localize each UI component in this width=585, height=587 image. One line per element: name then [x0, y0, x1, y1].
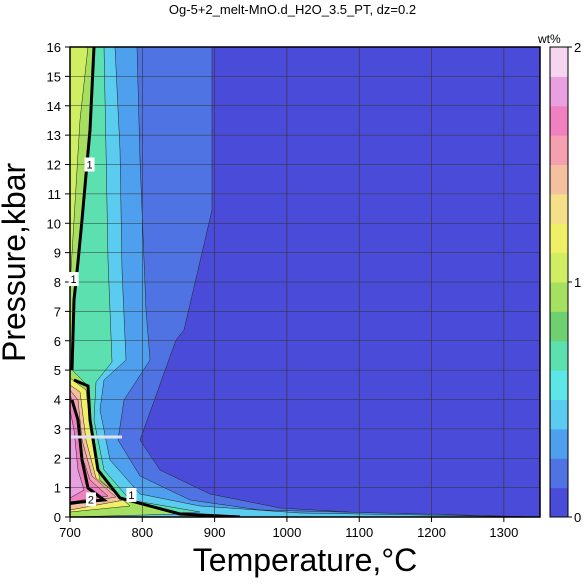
colorbar: 0 1 2	[549, 40, 581, 525]
y-tick-label: 7	[54, 304, 61, 319]
contour-label: 1	[71, 274, 77, 286]
colorbar-segment	[550, 164, 568, 195]
x-tick-label: 1200	[417, 525, 446, 540]
y-tick-label: 2	[54, 451, 61, 466]
y-tick-label: 9	[54, 246, 61, 261]
contour-line-1-lower	[73, 378, 241, 517]
contour-labels: 1 1 2 1	[68, 157, 137, 507]
colorbar-segment	[550, 311, 568, 342]
y-tick-label: 12	[47, 158, 61, 173]
y-tick-label: 14	[47, 99, 61, 114]
colorbar-segment	[550, 47, 568, 77]
colorbar-segment	[550, 105, 568, 136]
contour-region-2.0	[70, 409, 85, 499]
x-tick-label: 700	[59, 525, 81, 540]
x-tick-label: 1000	[272, 525, 301, 540]
y-tick-label: 3	[54, 422, 61, 437]
chart-title: Og-5+2_melt-MnO.d_H2O_3.5_PT, dz=0.2	[168, 2, 417, 17]
y-tick-label: 13	[47, 128, 61, 143]
colorbar-segment	[550, 223, 568, 254]
contour-label: 1	[128, 490, 134, 502]
y-tick-label: 8	[54, 275, 61, 290]
x-ticks: 700 800 900 1000 1100 1200 1300	[59, 517, 518, 540]
colorbar-tick-label: 1	[574, 275, 581, 290]
colorbar-segment	[550, 458, 568, 489]
x-tick-label: 900	[204, 525, 226, 540]
colorbar-segment	[550, 252, 568, 283]
y-tick-label: 5	[54, 363, 61, 378]
colorbar-tick-label: 2	[574, 40, 581, 55]
colorbar-segment	[550, 399, 568, 430]
colorbar-segment	[550, 76, 568, 107]
y-tick-label: 16	[47, 40, 61, 55]
contour-line-2	[70, 399, 109, 505]
colorbar-segment	[550, 282, 568, 312]
plot-area	[70, 47, 540, 517]
colorbar-segment	[550, 135, 568, 165]
colorbar-segment	[550, 370, 568, 400]
colorbar-segment	[550, 193, 568, 224]
y-tick-label: 4	[54, 393, 61, 408]
colorbar-segment	[550, 340, 568, 371]
contour-label-bg	[68, 272, 79, 287]
contour-region-1.2	[70, 47, 89, 301]
grid	[70, 47, 540, 517]
y-tick-label: 10	[47, 216, 61, 231]
contour-label-bg	[85, 492, 96, 507]
colorbar-label: wt%	[538, 32, 561, 46]
contour-label-bg	[126, 487, 137, 502]
x-tick-label: 1100	[345, 525, 373, 540]
y-tick-label: 0	[54, 510, 61, 525]
contour-label: 2	[88, 494, 94, 506]
x-axis-label: Temperature,°C	[192, 542, 418, 578]
colorbar-tick-label: 0	[574, 510, 581, 525]
contour-label-bg	[84, 157, 95, 172]
x-tick-label: 800	[131, 525, 153, 540]
y-tick-label: 15	[47, 69, 61, 84]
y-tick-label: 1	[54, 481, 61, 496]
contour-label: 1	[86, 160, 92, 172]
colorbar-segment	[550, 487, 568, 518]
x-tick-label: 1300	[489, 525, 518, 540]
colorbar-segment	[550, 428, 568, 459]
y-tick-label: 6	[54, 334, 61, 349]
y-tick-label: 11	[48, 187, 62, 202]
